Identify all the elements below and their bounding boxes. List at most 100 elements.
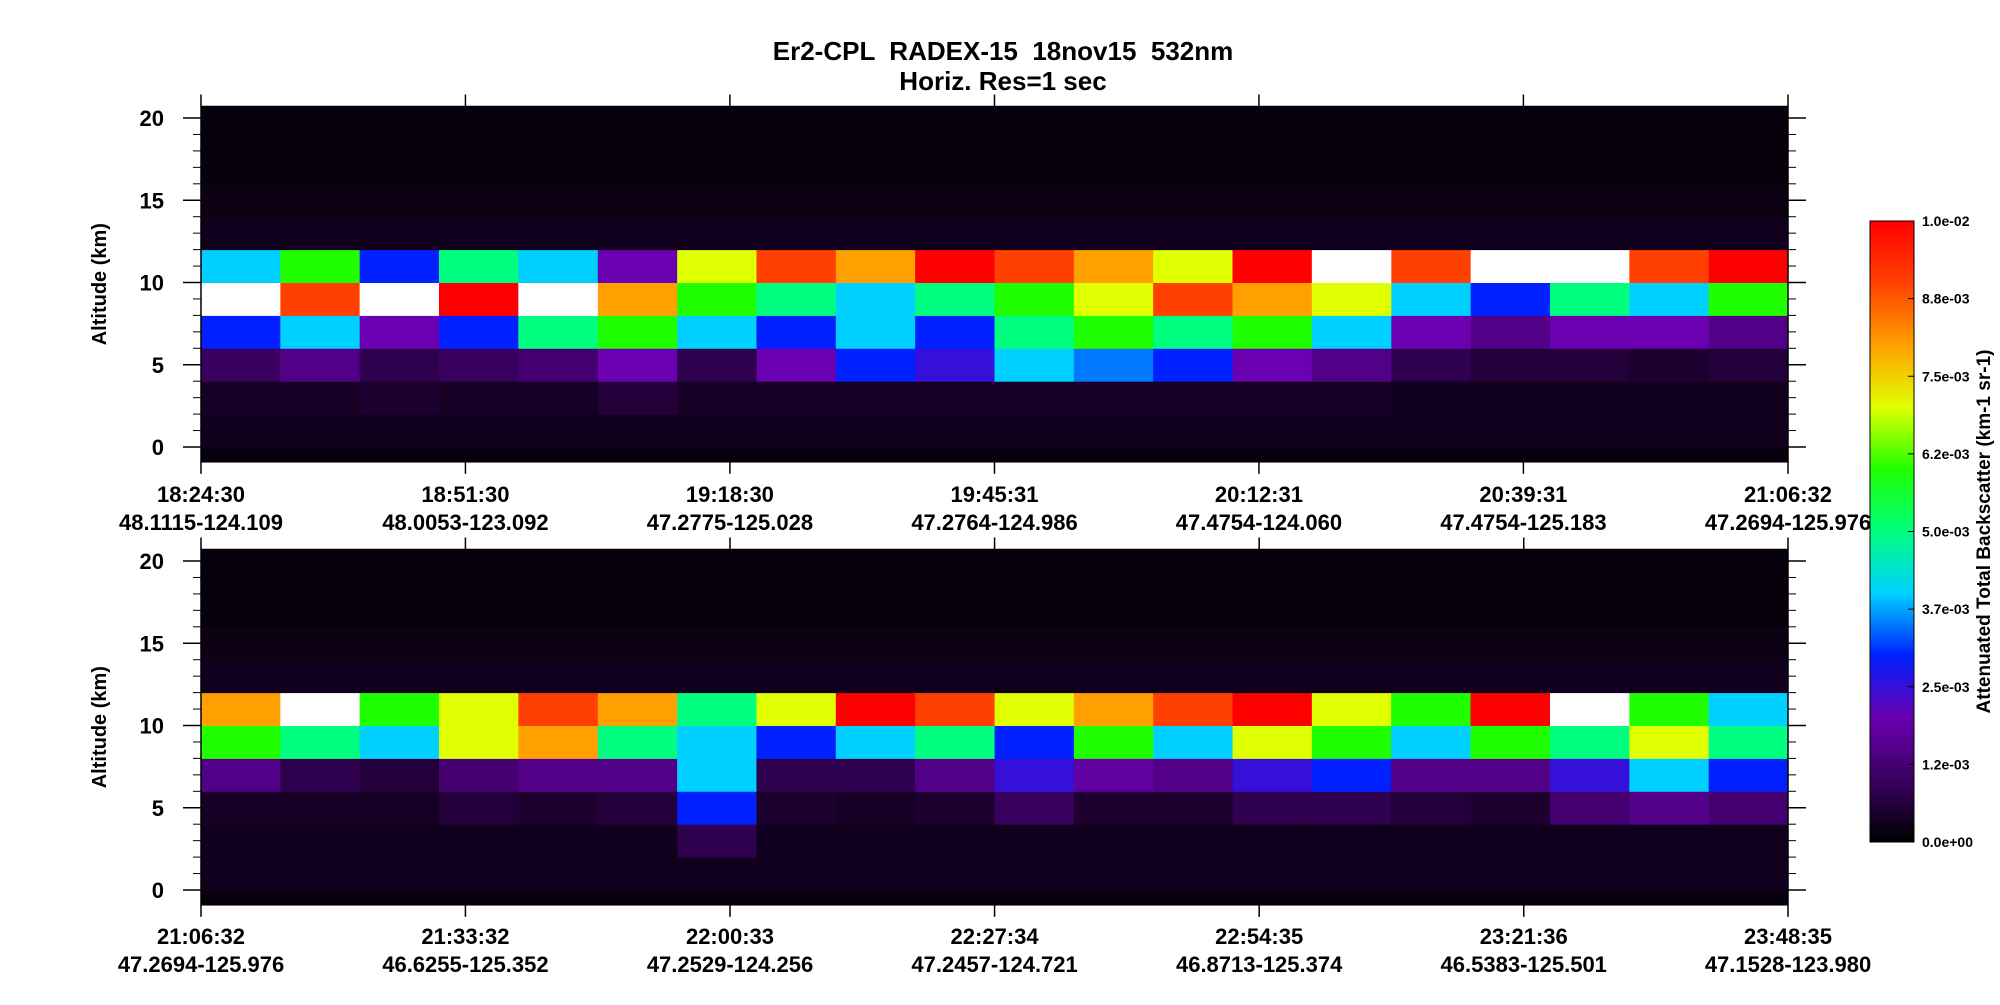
heatmap-cell	[597, 414, 678, 448]
heatmap-cell	[677, 593, 757, 628]
heatmap-cell	[677, 216, 757, 251]
heatmap-cell	[1073, 791, 1154, 825]
heatmap-cell	[1153, 791, 1234, 825]
heatmap-cell	[756, 824, 837, 858]
heatmap-cell	[1549, 348, 1630, 382]
x-tick-location: 47.4754-125.183	[1440, 510, 1606, 535]
heatmap-cell	[1550, 758, 1630, 792]
heatmap-cell	[1550, 725, 1630, 759]
heatmap-cell	[1311, 561, 1392, 595]
heatmap-cell	[280, 315, 361, 349]
heatmap-cell	[280, 824, 361, 858]
heatmap-cell	[835, 791, 916, 825]
heatmap-cell	[1153, 857, 1234, 891]
heatmap-cell	[1708, 791, 1789, 825]
y-tick-label: 20	[140, 549, 164, 574]
heatmap-cell	[597, 758, 678, 792]
heatmap-cell	[439, 216, 519, 251]
heatmap-cell	[1232, 118, 1313, 152]
heatmap-cell	[835, 626, 916, 661]
heatmap-cell	[359, 758, 440, 792]
heatmap-cell	[201, 216, 281, 251]
heatmap-cell	[1311, 758, 1392, 792]
heatmap-cell	[1708, 692, 1789, 727]
heatmap-cell	[359, 593, 440, 628]
heatmap-cell	[1391, 626, 1472, 661]
colorbar-tick-label: 7.5e-03	[1922, 368, 1970, 384]
heatmap-cell	[915, 282, 995, 316]
heatmap-cell	[994, 561, 1075, 595]
heatmap-cell	[994, 626, 1075, 661]
heatmap-cell	[280, 725, 361, 759]
heatmap-cell	[1708, 315, 1789, 349]
heatmap-cell	[518, 791, 599, 825]
heatmap-cell	[518, 216, 599, 251]
heatmap-cell	[359, 183, 440, 218]
y-tick-label: 5	[152, 796, 164, 821]
heatmap-cell	[359, 348, 440, 382]
heatmap-cell	[597, 118, 678, 152]
heatmap-cell	[1708, 381, 1789, 415]
x-tick-label: 21:06:32	[1744, 482, 1832, 507]
colorbar	[1869, 220, 1915, 843]
heatmap-cell	[1470, 315, 1551, 349]
heatmap-cell	[1470, 348, 1551, 382]
heatmap-cell	[1311, 659, 1392, 694]
heatmap-cell	[1470, 282, 1551, 316]
heatmap-cell	[1073, 150, 1154, 185]
heatmap-cell	[1311, 282, 1392, 316]
heatmap-cell	[994, 282, 1075, 316]
heatmap-cell	[201, 857, 281, 891]
heatmap-cell	[280, 118, 361, 152]
heatmap-cell	[1311, 857, 1392, 891]
heatmap-cell	[280, 626, 361, 661]
heatmap-cell	[359, 381, 440, 415]
heatmap-cell	[359, 216, 440, 251]
heatmap-cell	[1629, 348, 1710, 382]
heatmap-cell	[835, 118, 916, 152]
heatmap-cell	[1153, 561, 1234, 595]
heatmap-cell	[438, 659, 519, 694]
x-tick-label: 18:24:30	[157, 482, 245, 507]
heatmap-cell	[994, 150, 1075, 185]
heatmap-cell	[835, 282, 916, 316]
x-tick-label: 20:12:31	[1215, 482, 1303, 507]
heatmap-cell	[756, 791, 837, 825]
heatmap-cell	[518, 725, 599, 759]
heatmap-cell	[597, 348, 678, 382]
heatmap-cell	[280, 414, 361, 448]
heatmap-cell	[994, 216, 1075, 251]
heatmap-cell	[438, 857, 519, 891]
heatmap-cell	[915, 183, 995, 218]
heatmap-cell	[1391, 593, 1472, 628]
heatmap-cell	[1708, 282, 1789, 316]
heatmap-cell	[677, 249, 757, 284]
heatmap-cell	[1550, 692, 1630, 727]
heatmap-cell	[915, 692, 996, 727]
x-tick-location: 47.2694-125.976	[118, 952, 284, 977]
heatmap-cell	[677, 824, 757, 858]
heatmap-cell	[1549, 381, 1630, 415]
heatmap-cell	[201, 150, 281, 185]
heatmap-cell	[994, 857, 1075, 891]
heatmap-cell	[1073, 216, 1154, 251]
heatmap-cell	[597, 593, 678, 628]
heatmap-cell	[597, 725, 678, 759]
heatmap-cell	[597, 626, 678, 661]
heatmap-cell	[1232, 758, 1313, 792]
heatmap-cell	[1153, 593, 1234, 628]
heatmap-cell	[1708, 758, 1789, 792]
heatmap-cell	[1073, 824, 1154, 858]
heatmap-cell	[756, 659, 837, 694]
heatmap-cell	[1073, 758, 1154, 792]
x-tick-label: 23:48:35	[1744, 924, 1832, 949]
heatmap-cell	[518, 282, 599, 316]
heatmap-cell	[1470, 118, 1551, 152]
heatmap-cell	[1549, 216, 1630, 251]
heatmap-cell	[915, 561, 996, 595]
heatmap-cell	[1629, 791, 1710, 825]
x-tick-label: 20:39:31	[1479, 482, 1567, 507]
heatmap-cell	[359, 725, 440, 759]
heatmap-cell	[439, 348, 519, 382]
heatmap-cell	[915, 216, 995, 251]
